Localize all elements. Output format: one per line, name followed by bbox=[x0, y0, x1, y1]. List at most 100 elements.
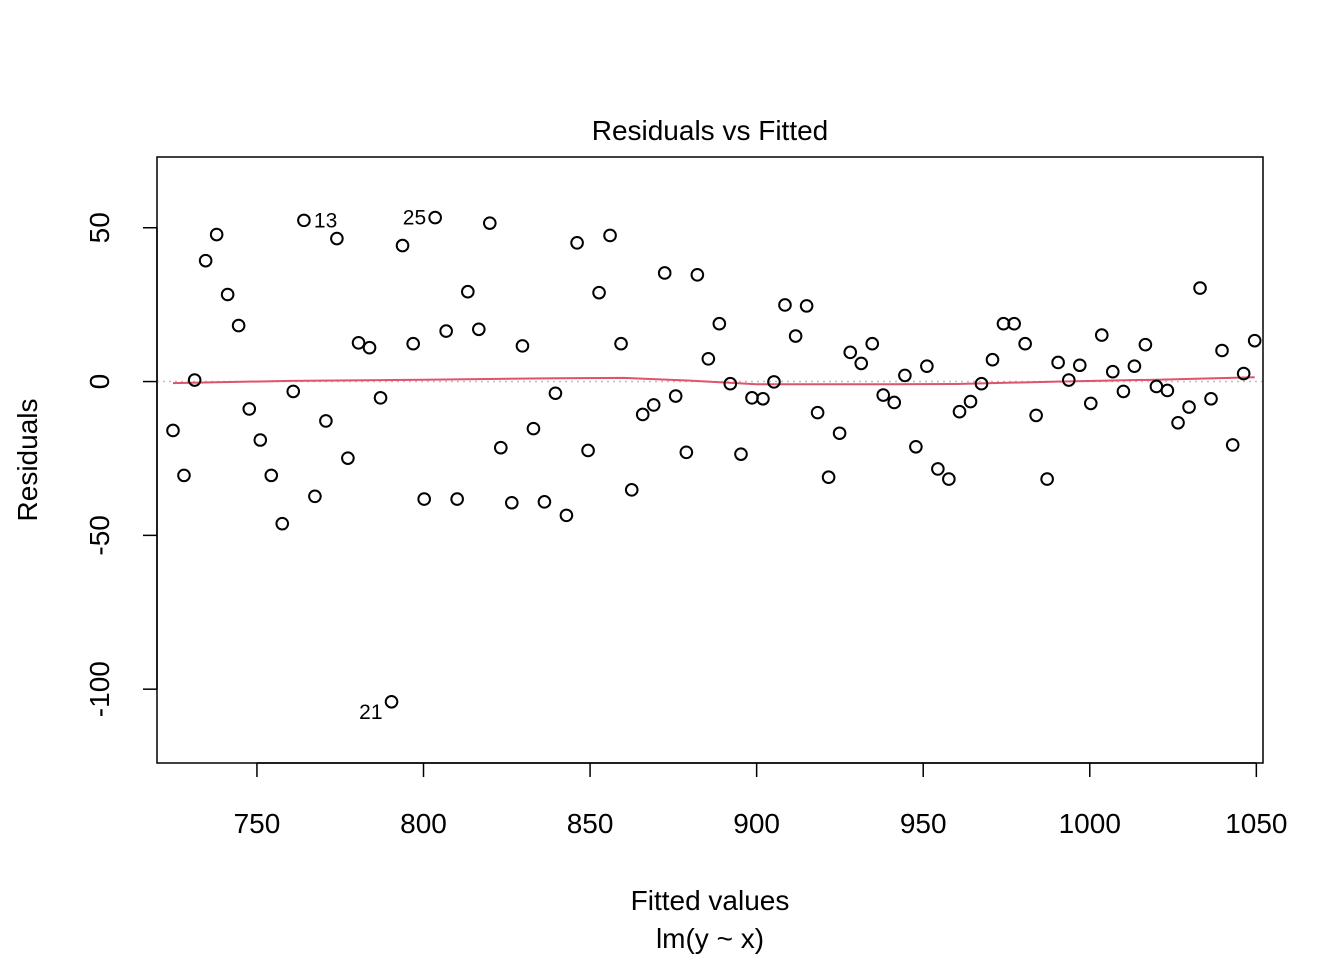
data-point bbox=[952, 404, 967, 419]
data-point bbox=[1094, 328, 1109, 342]
data-point bbox=[624, 483, 639, 497]
data-point bbox=[756, 391, 770, 406]
data-point bbox=[974, 376, 989, 391]
data-point bbox=[603, 228, 617, 243]
data-point bbox=[1204, 391, 1218, 406]
data-point bbox=[559, 508, 574, 523]
data-point bbox=[1171, 415, 1185, 430]
data-point bbox=[920, 359, 934, 373]
data-point bbox=[384, 694, 399, 709]
y-axis-label: Residuals bbox=[12, 399, 43, 522]
data-point bbox=[166, 423, 180, 438]
plot-frame bbox=[156, 156, 1264, 764]
data-point bbox=[220, 287, 235, 302]
point-label: 13 bbox=[314, 209, 337, 232]
data-point bbox=[788, 329, 803, 343]
axes: 750 800 850 900 950 1000 1050 -100 -50 0 50 bbox=[84, 212, 1287, 839]
data-point bbox=[810, 405, 825, 420]
smoother-line bbox=[172, 376, 1255, 386]
data-point bbox=[614, 336, 628, 351]
data-point bbox=[406, 336, 420, 351]
y-tick-label: 0 bbox=[84, 374, 115, 390]
data-point bbox=[439, 324, 453, 338]
data-point bbox=[690, 268, 705, 282]
data-point bbox=[942, 472, 956, 486]
data-point bbox=[1236, 366, 1251, 381]
point-label: 25 bbox=[403, 207, 426, 230]
data-point bbox=[308, 489, 322, 504]
data-point bbox=[592, 285, 606, 300]
data-point bbox=[1051, 355, 1065, 370]
x-tick-label: 900 bbox=[733, 808, 780, 839]
data-point bbox=[187, 373, 202, 387]
y-tick-label: 50 bbox=[84, 212, 115, 243]
data-point bbox=[231, 318, 246, 333]
data-point bbox=[1061, 373, 1076, 387]
data-point bbox=[635, 407, 650, 422]
data-point bbox=[417, 492, 431, 506]
data-point bbox=[679, 445, 694, 460]
data-point bbox=[931, 462, 945, 476]
data-point bbox=[330, 231, 344, 246]
data-point bbox=[646, 398, 661, 412]
data-point bbox=[1029, 408, 1043, 423]
data-point bbox=[209, 227, 224, 242]
data-point bbox=[1007, 316, 1021, 331]
data-point bbox=[428, 210, 442, 225]
data-point bbox=[472, 322, 486, 337]
data-point bbox=[373, 391, 388, 405]
data-point bbox=[865, 336, 880, 351]
smoother-group bbox=[172, 376, 1255, 386]
data-point bbox=[198, 253, 213, 268]
x-tick-label: 800 bbox=[400, 808, 447, 839]
data-point bbox=[887, 395, 902, 410]
y-tick-label: -50 bbox=[84, 515, 115, 555]
data-point bbox=[297, 213, 311, 228]
data-point bbox=[581, 443, 595, 458]
data-point bbox=[395, 238, 410, 253]
points-group bbox=[166, 210, 1262, 709]
data-point bbox=[1193, 281, 1207, 295]
data-point bbox=[253, 433, 268, 447]
data-point bbox=[799, 299, 814, 313]
data-point bbox=[668, 389, 683, 403]
y-tick-label: -100 bbox=[84, 661, 115, 717]
data-point bbox=[526, 421, 541, 436]
data-point bbox=[821, 470, 836, 485]
data-point bbox=[1018, 336, 1032, 351]
data-point bbox=[1225, 438, 1240, 452]
data-point bbox=[657, 266, 672, 280]
data-point bbox=[319, 414, 333, 428]
data-point bbox=[450, 492, 464, 506]
data-point bbox=[493, 440, 508, 455]
x-tick-label: 850 bbox=[567, 808, 614, 839]
data-point bbox=[341, 451, 355, 465]
x-tick-label: 1000 bbox=[1059, 808, 1121, 839]
point-label: 21 bbox=[359, 701, 382, 724]
data-point bbox=[482, 216, 497, 230]
data-point bbox=[570, 236, 584, 250]
data-point bbox=[1160, 383, 1175, 398]
data-point bbox=[1072, 358, 1087, 373]
data-point bbox=[1116, 384, 1131, 399]
data-point bbox=[723, 376, 738, 391]
data-point bbox=[264, 468, 279, 483]
data-point bbox=[351, 335, 366, 350]
data-point bbox=[1182, 400, 1196, 414]
data-point bbox=[1215, 343, 1229, 358]
data-point bbox=[876, 388, 891, 402]
data-point bbox=[1105, 364, 1120, 379]
chart-title: Residuals vs Fitted bbox=[592, 115, 829, 146]
data-point bbox=[701, 351, 716, 366]
point-labels-group: 13 21 25 bbox=[314, 207, 426, 724]
data-point bbox=[734, 447, 748, 461]
data-point bbox=[1138, 337, 1153, 352]
data-point bbox=[778, 298, 792, 312]
data-point bbox=[515, 339, 530, 353]
data-point bbox=[242, 402, 257, 416]
data-point bbox=[177, 468, 191, 483]
data-point bbox=[461, 284, 475, 299]
data-point bbox=[286, 384, 301, 399]
